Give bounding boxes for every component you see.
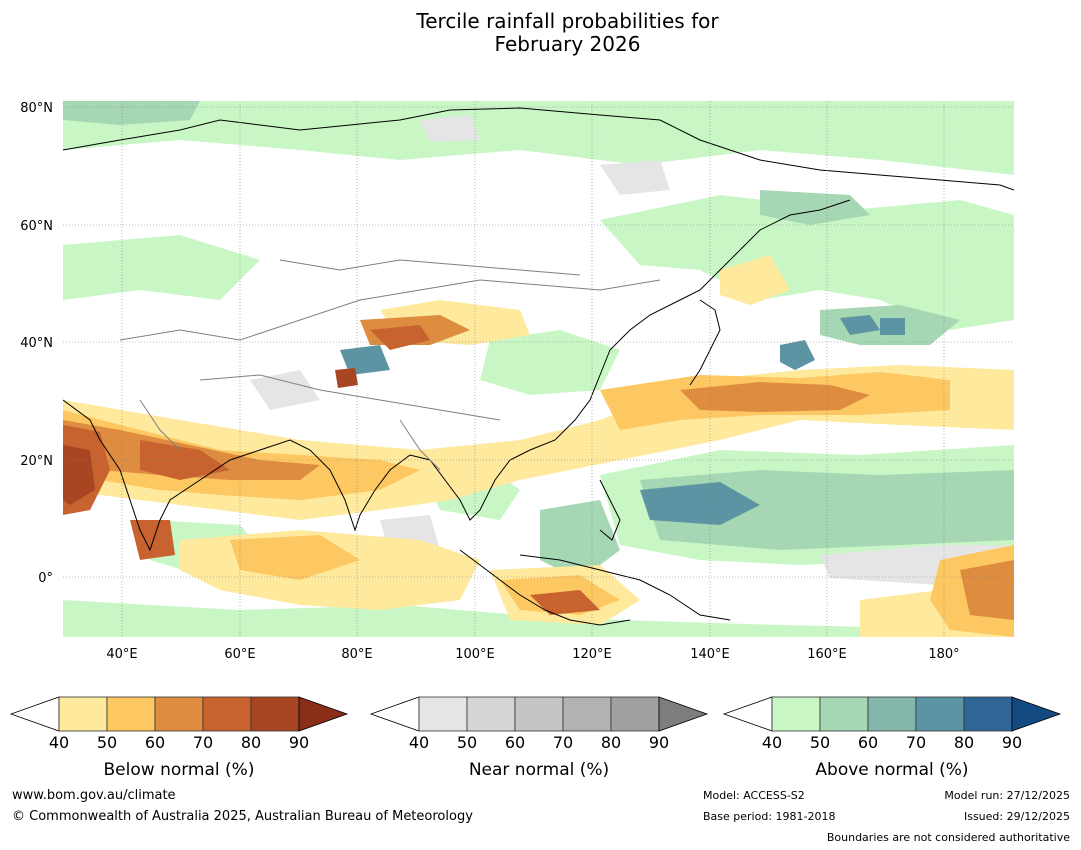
colorbar-upper-extension: [298, 696, 349, 732]
colorbar-segment: [154, 696, 204, 732]
colorbar-title: Above normal (%): [815, 760, 968, 780]
map-title: Tercile rainfall probabilities for Febru…: [0, 10, 1081, 56]
latitude-labels: 80°N 60°N 40°N 20°N 0°: [20, 101, 53, 586]
disclaimer-text: Boundaries are not considered authoritat…: [826, 831, 1070, 844]
longitude-labels: 40°E 60°E 80°E 100°E 120°E 140°E 160°E 180°: [106, 647, 959, 662]
colorbar-segment: [418, 696, 468, 732]
colorbar-segment: [867, 696, 917, 732]
title-line-1: Tercile rainfall probabilities for: [416, 9, 719, 33]
colorbar-segment: [819, 696, 869, 732]
colorbar-title: Below normal (%): [104, 760, 255, 780]
colorbar-tick-label: 70: [193, 733, 213, 752]
coastlines: [63, 107, 1014, 626]
above-normal-80-areas: [340, 315, 905, 525]
colorbar-segment: [562, 696, 612, 732]
colorbar-tick-label: 90: [649, 733, 669, 752]
gridlines: [63, 101, 1014, 637]
colorbar-lower-extension: [9, 696, 60, 732]
colorbar-tick-label: 60: [505, 733, 525, 752]
colorbar-tick-label: 50: [457, 733, 477, 752]
colorbar-1: 40 50 60 70 80 90 Below normal (%): [9, 696, 349, 780]
colorbar-tick-label: 50: [97, 733, 117, 752]
latitude-label: 60°N: [20, 219, 53, 234]
colorbar-tick-label: 40: [409, 733, 429, 752]
latitude-label: 0°: [38, 571, 53, 586]
title-line-2: February 2026: [494, 32, 641, 56]
longitude-label: 40°E: [106, 647, 137, 662]
longitude-label: 120°E: [572, 647, 612, 662]
longitude-label: 100°E: [455, 647, 495, 662]
colorbar-tick-label: 60: [145, 733, 165, 752]
colorbar-upper-extension: [1011, 696, 1062, 732]
colorbar-3: 40 50 60 70 80 90 Above normal (%): [722, 696, 1062, 780]
colorbar-segment: [771, 696, 821, 732]
colorbar-tick-label: 40: [49, 733, 69, 752]
colorbar-segment: [514, 696, 564, 732]
colorbar-tick-label: 80: [954, 733, 974, 752]
latitude-label: 40°N: [20, 336, 53, 351]
model-run-text: Model run: 27/12/2025: [944, 789, 1070, 802]
colorbar-tick-label: 40: [762, 733, 782, 752]
colorbar-tick-label: 80: [241, 733, 261, 752]
country-borders: [119, 259, 661, 471]
colorbar-lower-extension: [722, 696, 773, 732]
colorbar-tick-label: 80: [601, 733, 621, 752]
latitude-label: 20°N: [20, 454, 53, 469]
colorbar-tick-label: 50: [810, 733, 830, 752]
colorbar-tick-label: 70: [553, 733, 573, 752]
map-panel: [63, 101, 1014, 637]
colorbar-tick-label: 70: [906, 733, 926, 752]
colorbar-lower-extension: [369, 696, 420, 732]
longitude-label: 60°E: [224, 647, 255, 662]
longitude-label: 180°: [928, 647, 959, 662]
model-text: Model: ACCESS-S2: [703, 789, 805, 802]
colorbar-segment: [963, 696, 1013, 732]
colorbar-tick-label: 90: [1002, 733, 1022, 752]
colorbar-segment: [915, 696, 965, 732]
longitude-label: 160°E: [807, 647, 847, 662]
latitude-label: 80°N: [20, 101, 53, 116]
probability-shading: [63, 101, 1014, 637]
colorbar-tick-label: 90: [289, 733, 309, 752]
colorbars: 40 50 60 70 80 90 Below normal (%) 40 50 60 70 80 90…: [9, 696, 1062, 780]
colorbar-upper-extension: [658, 696, 709, 732]
colorbar-2: 40 50 60 70 80 90 Near normal (%): [369, 696, 709, 780]
copyright-text: © Commonwealth of Australia 2025, Austra…: [12, 809, 473, 824]
colorbar-segment: [106, 696, 156, 732]
issued-text: Issued: 29/12/2025: [963, 810, 1070, 823]
longitude-label: 80°E: [341, 647, 372, 662]
colorbar-title: Near normal (%): [469, 760, 609, 780]
colorbar-segment: [202, 696, 252, 732]
colorbar-segment: [58, 696, 108, 732]
website-text: www.bom.gov.au/climate: [12, 788, 176, 803]
longitude-label: 140°E: [690, 647, 730, 662]
colorbar-tick-label: 60: [858, 733, 878, 752]
colorbar-segment: [610, 696, 660, 732]
colorbar-segment: [250, 696, 300, 732]
base-period-text: Base period: 1981-2018: [703, 810, 836, 823]
colorbar-segment: [466, 696, 516, 732]
